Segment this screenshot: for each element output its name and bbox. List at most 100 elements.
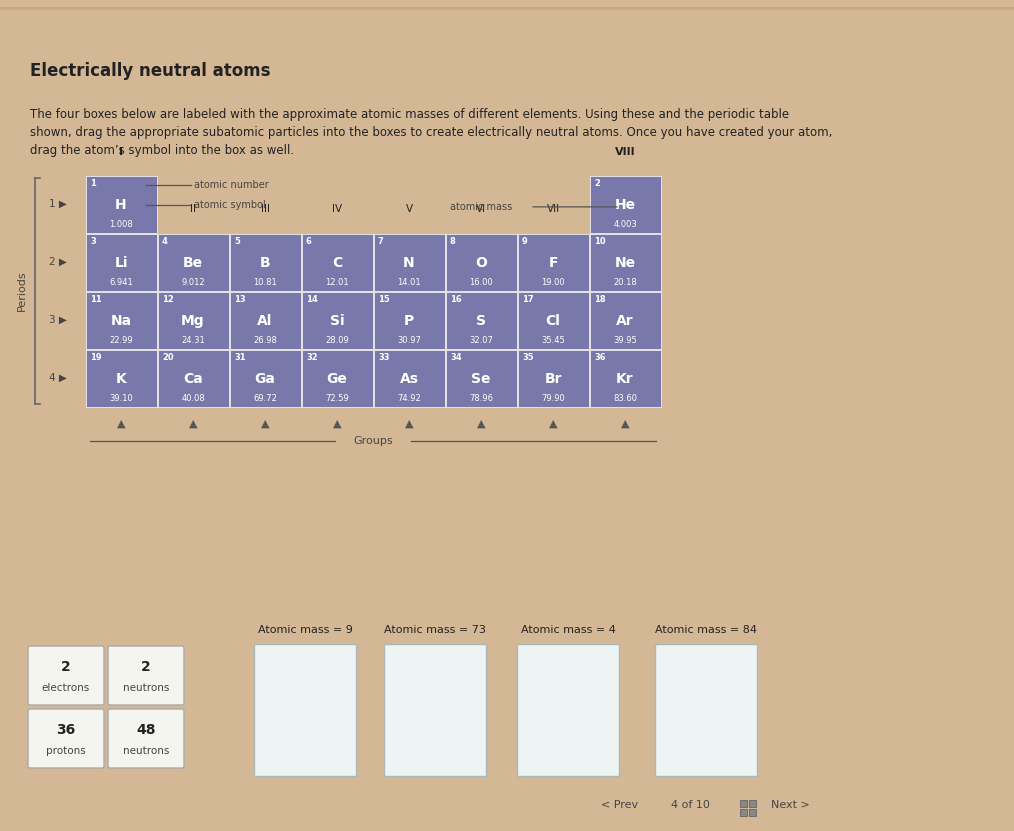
Text: 10.81: 10.81 — [254, 278, 277, 287]
Text: 36: 36 — [594, 353, 605, 362]
Text: 35.45: 35.45 — [541, 336, 565, 345]
Bar — [85, 175, 156, 233]
Bar — [589, 234, 660, 291]
Text: Mg: Mg — [182, 314, 205, 328]
Text: 17: 17 — [522, 295, 533, 304]
Text: Ga: Ga — [255, 372, 276, 386]
Text: 22.99: 22.99 — [110, 336, 133, 345]
Text: 9: 9 — [522, 237, 527, 246]
Bar — [85, 292, 156, 348]
Bar — [301, 234, 372, 291]
Text: 69.72: 69.72 — [254, 394, 277, 403]
Text: ▲: ▲ — [333, 419, 342, 429]
Text: Kr: Kr — [617, 372, 634, 386]
Text: 12: 12 — [162, 295, 173, 304]
Text: F: F — [549, 256, 558, 270]
Bar — [85, 350, 156, 406]
Text: He: He — [614, 198, 636, 212]
Text: Be: Be — [183, 256, 203, 270]
Text: 4: 4 — [162, 237, 168, 246]
FancyBboxPatch shape — [655, 644, 757, 776]
Bar — [301, 292, 372, 348]
Bar — [373, 292, 444, 348]
Text: The four boxes below are labeled with the approximate atomic masses of different: The four boxes below are labeled with th… — [30, 108, 789, 121]
Text: N: N — [404, 256, 415, 270]
Text: 15: 15 — [378, 295, 389, 304]
FancyBboxPatch shape — [28, 646, 104, 705]
Text: atomic symbol: atomic symbol — [194, 200, 266, 210]
Text: ▲: ▲ — [189, 419, 198, 429]
Text: 2: 2 — [141, 661, 151, 674]
Text: 2: 2 — [61, 661, 71, 674]
Text: 19: 19 — [90, 353, 101, 362]
Text: 20.18: 20.18 — [613, 278, 637, 287]
Text: Ge: Ge — [327, 372, 348, 386]
Text: atomic mass: atomic mass — [450, 202, 512, 212]
Text: 1: 1 — [90, 179, 96, 188]
Text: S: S — [476, 314, 486, 328]
FancyBboxPatch shape — [108, 709, 184, 768]
Text: 19.00: 19.00 — [541, 278, 565, 287]
Bar — [740, 800, 747, 807]
Text: 72.59: 72.59 — [325, 394, 349, 403]
Text: Ar: Ar — [617, 314, 634, 328]
Text: II: II — [190, 204, 196, 214]
FancyBboxPatch shape — [108, 646, 184, 705]
Text: 83.60: 83.60 — [613, 394, 637, 403]
Text: 6: 6 — [306, 237, 312, 246]
Text: 14: 14 — [306, 295, 317, 304]
Text: Atomic mass = 73: Atomic mass = 73 — [384, 625, 486, 635]
Text: Groups: Groups — [353, 436, 392, 446]
Bar — [373, 350, 444, 406]
Text: 13: 13 — [234, 295, 245, 304]
Bar — [229, 350, 300, 406]
Text: 36: 36 — [57, 723, 76, 737]
Text: 8: 8 — [450, 237, 455, 246]
Text: Atomic mass = 9: Atomic mass = 9 — [258, 625, 353, 635]
Text: neutrons: neutrons — [123, 745, 169, 755]
Text: 48: 48 — [136, 723, 156, 737]
Text: III: III — [261, 204, 270, 214]
Bar — [157, 350, 228, 406]
Text: 34: 34 — [450, 353, 461, 362]
Text: H: H — [116, 198, 127, 212]
Text: 20: 20 — [162, 353, 173, 362]
Text: ▲: ▲ — [621, 419, 630, 429]
Text: V: V — [406, 204, 413, 214]
Text: 2 ▶: 2 ▶ — [49, 257, 67, 267]
Bar — [445, 292, 516, 348]
Text: ▲: ▲ — [549, 419, 558, 429]
Text: Next >: Next > — [771, 800, 809, 810]
Text: 2: 2 — [594, 179, 600, 188]
Text: 7: 7 — [378, 237, 383, 246]
Bar — [373, 234, 444, 291]
Text: 3 ▶: 3 ▶ — [49, 315, 67, 325]
Text: ▲: ▲ — [477, 419, 486, 429]
Text: 40.08: 40.08 — [182, 394, 205, 403]
Text: 26.98: 26.98 — [254, 336, 277, 345]
Text: protons: protons — [46, 745, 86, 755]
Text: 79.90: 79.90 — [541, 394, 565, 403]
Text: Electrically neutral atoms: Electrically neutral atoms — [30, 62, 271, 80]
Text: Br: Br — [545, 372, 562, 386]
Text: VIII: VIII — [614, 147, 636, 157]
Text: 32.07: 32.07 — [469, 336, 493, 345]
Bar — [740, 809, 747, 816]
Bar — [589, 350, 660, 406]
Bar — [301, 350, 372, 406]
Text: 33: 33 — [378, 353, 389, 362]
Text: Cl: Cl — [546, 314, 561, 328]
Text: O: O — [476, 256, 487, 270]
Text: Al: Al — [258, 314, 273, 328]
Text: 35: 35 — [522, 353, 533, 362]
Text: 4 of 10: 4 of 10 — [670, 800, 710, 810]
Text: C: C — [332, 256, 342, 270]
Text: 11: 11 — [90, 295, 101, 304]
Bar — [589, 175, 660, 233]
Bar — [445, 234, 516, 291]
Text: IV: IV — [332, 204, 342, 214]
FancyBboxPatch shape — [254, 644, 356, 776]
Text: 39.95: 39.95 — [613, 336, 637, 345]
Bar — [517, 292, 588, 348]
Text: neutrons: neutrons — [123, 682, 169, 692]
